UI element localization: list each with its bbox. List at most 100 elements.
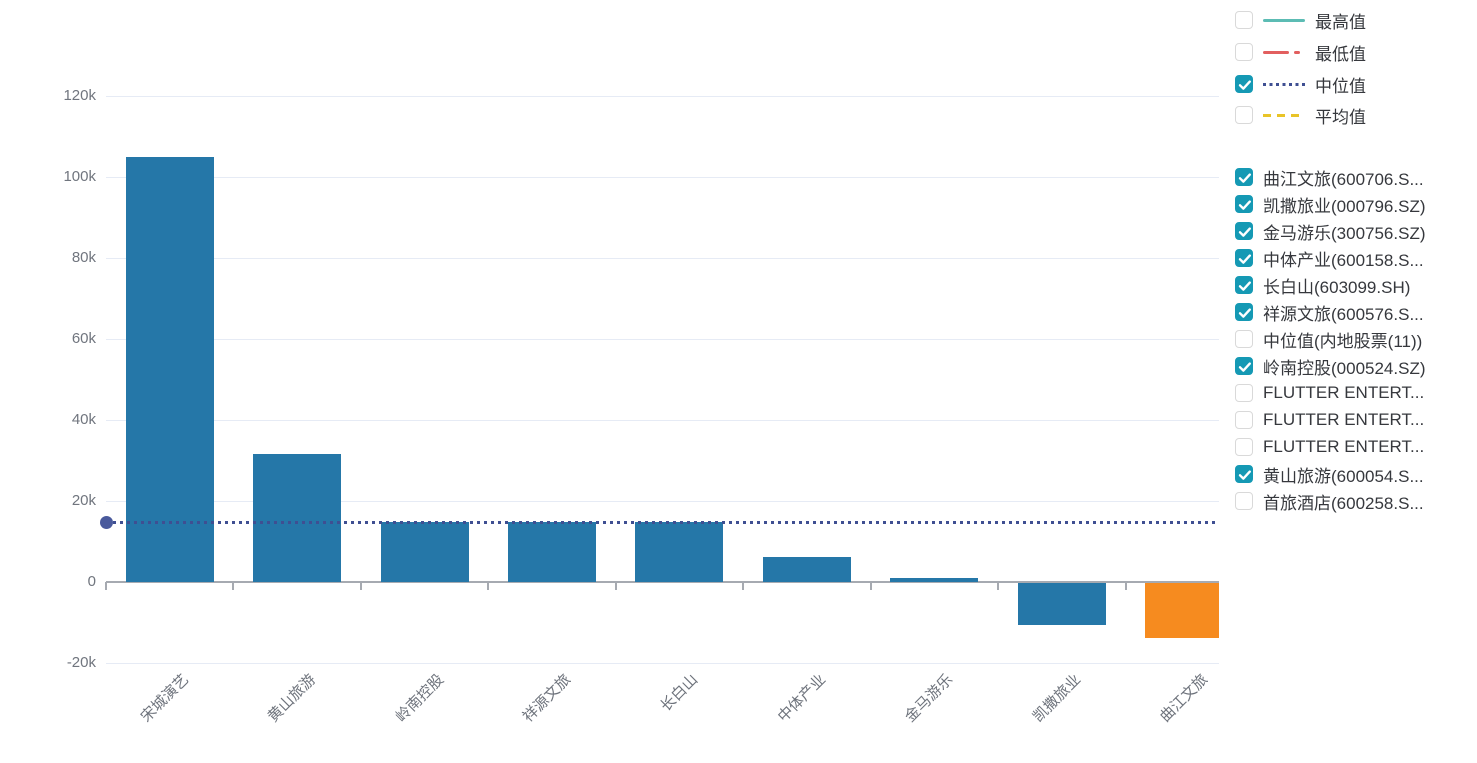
gridline [106, 258, 1219, 259]
series-checkbox-1[interactable] [1235, 168, 1253, 186]
series-checkbox-13[interactable] [1235, 492, 1253, 510]
series-legend-row[interactable]: 祥源文旅(600576.S... [1235, 301, 1424, 324]
series-legend-label: 长白山(603099.SH) [1263, 277, 1411, 297]
series-legend-label: FLUTTER ENTERT... [1263, 410, 1425, 429]
stat-legend-label: 中位值 [1315, 76, 1366, 96]
series-legend-row[interactable]: 长白山(603099.SH) [1235, 274, 1411, 297]
check-icon [1238, 308, 1251, 318]
x-axis-tick [614, 582, 617, 590]
check-icon [1238, 200, 1251, 210]
series-legend-label: 岭南控股(000524.SZ) [1263, 358, 1426, 378]
series-checkbox-10[interactable] [1235, 411, 1253, 429]
gridline [106, 177, 1219, 178]
series-checkbox-6[interactable] [1235, 303, 1253, 321]
series-legend-row[interactable]: 黄山旅游(600054.S... [1235, 463, 1424, 486]
dashed-line-icon [1263, 113, 1305, 117]
median-line [106, 521, 1219, 525]
x-axis-tick [997, 582, 1000, 590]
bar-黄山旅游[interactable] [253, 454, 342, 582]
bar-凯撒旅业[interactable] [1017, 583, 1106, 626]
check-icon [1238, 470, 1251, 480]
gridline [106, 420, 1219, 421]
stat-checkbox-3[interactable] [1235, 75, 1253, 93]
median-line-start-dot [99, 516, 113, 530]
series-legend-label: 首旅酒店(600258.S... [1263, 493, 1424, 513]
x-axis-tick [487, 582, 490, 590]
stat-checkbox-2[interactable] [1235, 43, 1253, 61]
series-legend-row[interactable]: 中体产业(600158.S... [1235, 247, 1424, 270]
check-icon [1238, 80, 1251, 90]
series-legend-row[interactable]: 岭南控股(000524.SZ) [1235, 355, 1426, 378]
series-legend-label: 中体产业(600158.S... [1263, 250, 1424, 270]
series-legend-label: 凯撒旅业(000796.SZ) [1263, 196, 1426, 216]
series-legend-row[interactable]: 凯撒旅业(000796.SZ) [1235, 193, 1426, 216]
series-checkbox-8[interactable] [1235, 357, 1253, 375]
x-axis-tick [359, 582, 362, 590]
series-checkbox-9[interactable] [1235, 384, 1253, 402]
x-axis-tick [1124, 582, 1127, 590]
series-checkbox-3[interactable] [1235, 222, 1253, 240]
line-segment [1263, 50, 1289, 54]
y-axis-tick-label: 60k [71, 330, 96, 347]
y-axis-tick-label: -20k [66, 654, 96, 671]
gridline [106, 501, 1219, 502]
series-checkbox-5[interactable] [1235, 276, 1253, 294]
series-checkbox-4[interactable] [1235, 249, 1253, 267]
bar-祥源文旅[interactable] [508, 522, 597, 582]
y-axis-tick-label: 100k [63, 168, 96, 185]
dash-dot-line-icon [1263, 50, 1305, 54]
series-checkbox-12[interactable] [1235, 465, 1253, 483]
series-legend-row[interactable]: 曲江文旅(600706.S... [1235, 166, 1424, 189]
gridline [106, 96, 1219, 97]
x-axis-line [106, 581, 1219, 583]
series-checkbox-7[interactable] [1235, 330, 1253, 348]
stat-legend-row[interactable]: 最低值 [1235, 41, 1366, 64]
bar-岭南控股[interactable] [380, 522, 469, 582]
series-legend-label: 黄山旅游(600054.S... [1263, 466, 1424, 486]
series-checkbox-2[interactable] [1235, 195, 1253, 213]
stat-legend-label: 最低值 [1315, 44, 1366, 64]
bar-金马游乐[interactable] [890, 578, 979, 582]
line-dot [1294, 50, 1300, 54]
series-legend-row[interactable]: 中位值(内地股票(11)) [1235, 328, 1422, 351]
bar-曲江文旅[interactable] [1145, 583, 1219, 638]
x-axis-tick [869, 582, 872, 590]
stat-checkbox-4[interactable] [1235, 106, 1253, 124]
series-legend-row[interactable]: FLUTTER ENTERT... [1235, 436, 1424, 458]
y-axis-tick-label: 20k [71, 492, 96, 509]
series-legend-label: 曲江文旅(600706.S... [1263, 169, 1424, 189]
x-axis-tick [105, 582, 107, 590]
bar-长白山[interactable] [635, 522, 724, 582]
solid-line-icon [1263, 18, 1305, 22]
series-legend-row[interactable]: FLUTTER ENTERT... [1235, 409, 1424, 431]
check-icon [1238, 173, 1251, 183]
stat-legend-row[interactable]: 平均值 [1235, 104, 1366, 127]
stat-legend-row[interactable]: 最高值 [1235, 9, 1366, 32]
dotted-line-icon [1263, 82, 1305, 86]
gridline [106, 663, 1219, 664]
series-legend-label: 祥源文旅(600576.S... [1263, 304, 1424, 324]
x-axis-tick [742, 582, 745, 590]
series-legend-label: FLUTTER ENTERT... [1263, 437, 1425, 456]
y-axis-tick-label: 120k [63, 87, 96, 104]
line-segment [1263, 18, 1305, 22]
bar-宋城演艺[interactable] [125, 156, 214, 582]
stat-legend-label: 最高值 [1315, 12, 1366, 32]
stat-legend-label: 平均值 [1315, 107, 1366, 127]
x-axis-tick [232, 582, 235, 590]
series-checkbox-11[interactable] [1235, 438, 1253, 456]
stat-checkbox-1[interactable] [1235, 11, 1253, 29]
series-legend-row[interactable]: 首旅酒店(600258.S... [1235, 490, 1424, 513]
stat-legend-row[interactable]: 中位值 [1235, 73, 1366, 96]
series-legend-row[interactable]: 金马游乐(300756.SZ) [1235, 220, 1426, 243]
plot-area: 120k 100k 80k 60k 40k 20k 0 -20k [63, 87, 1219, 671]
series-legend-label: FLUTTER ENTERT... [1263, 383, 1425, 402]
gridline [106, 339, 1219, 340]
check-icon [1238, 227, 1251, 237]
line-segment [1263, 82, 1305, 86]
bar-中体产业[interactable] [762, 556, 851, 582]
line-segment [1263, 113, 1305, 117]
series-legend-row[interactable]: FLUTTER ENTERT... [1235, 382, 1424, 404]
y-axis-tick-label: 40k [71, 411, 96, 428]
check-icon [1238, 362, 1251, 372]
